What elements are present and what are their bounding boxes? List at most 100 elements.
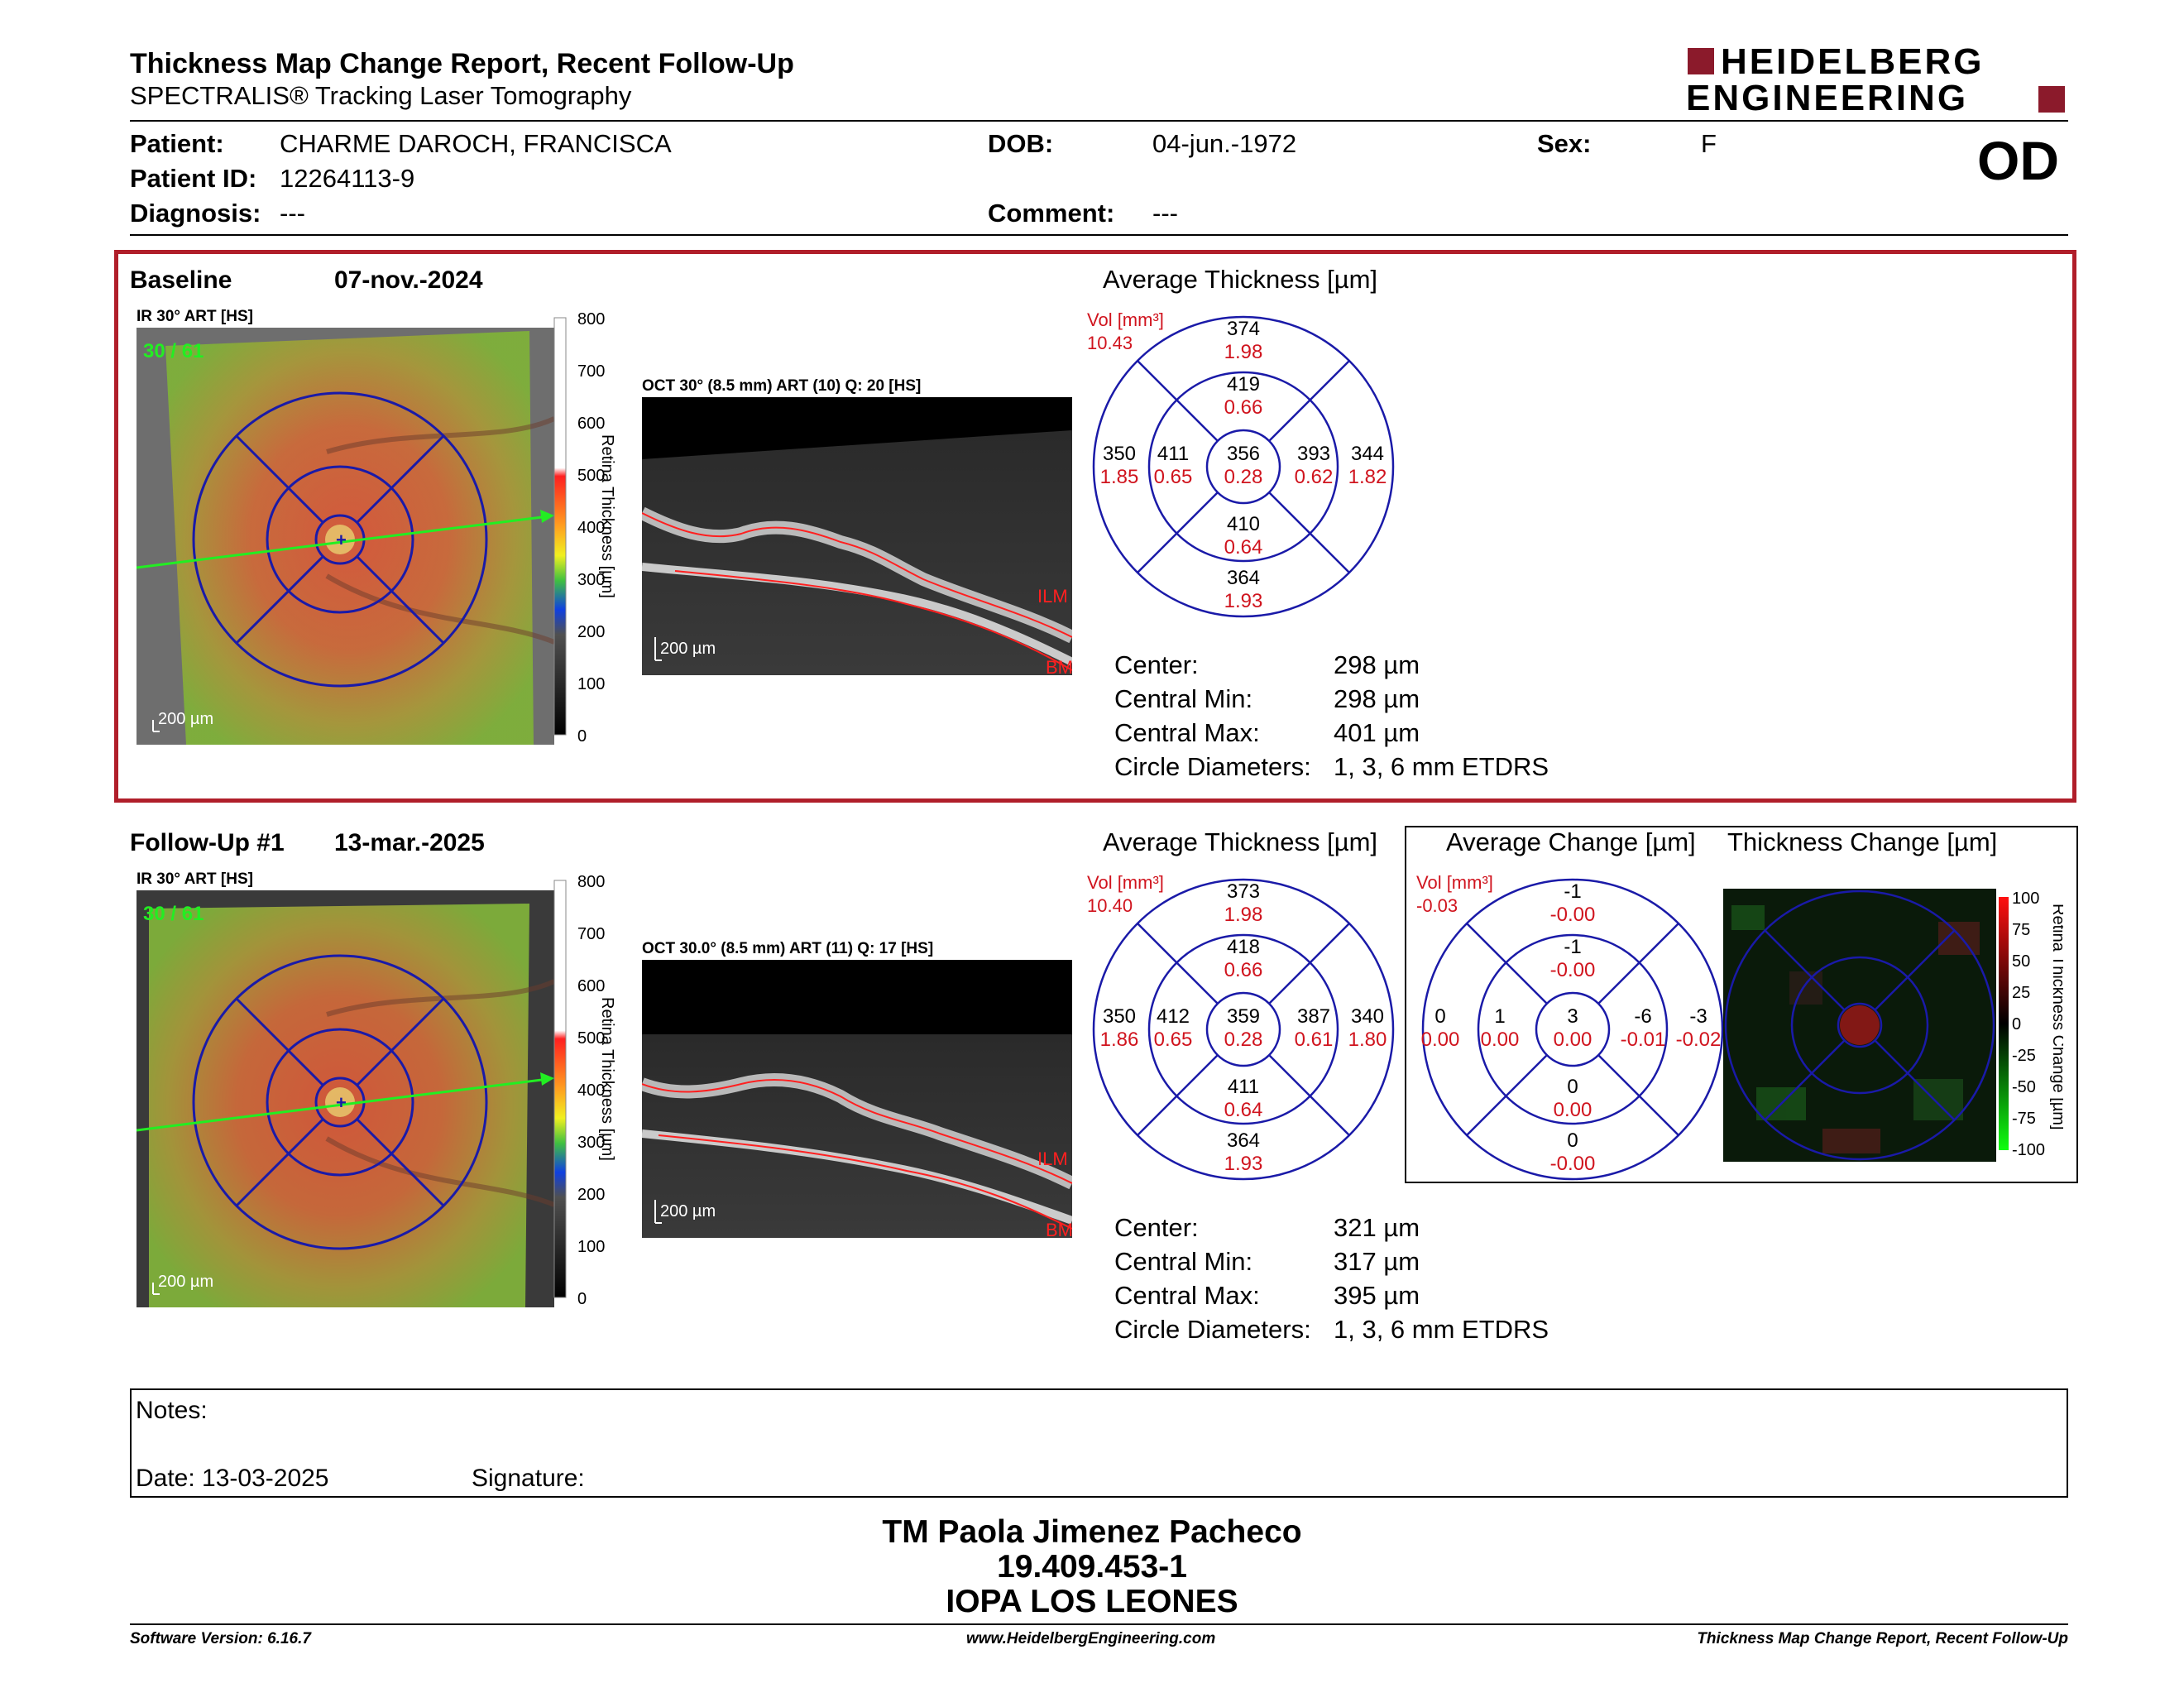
sector-change: 3 [1567, 1005, 1578, 1028]
baseline-label: Baseline [130, 266, 232, 294]
change-tick: -25 [2012, 1047, 2036, 1065]
baseline-avg-title: Average Thickness [µm] [1103, 265, 1378, 294]
scale-tick: 0 [577, 1290, 587, 1308]
sector-change: 0 [1567, 1129, 1578, 1152]
circle-diameters-value: 1, 3, 6 mm ETDRS [1334, 752, 1549, 781]
footer-url[interactable]: www.HeidelbergEngineering.com [966, 1630, 1216, 1647]
followup-ilm-marker: ILM [1037, 1149, 1068, 1169]
scale-tick: 0 [577, 727, 587, 746]
change-map-title: Thickness Change [µm] [1727, 827, 1998, 856]
scale-tick: 800 [577, 873, 605, 891]
sector-value: 373 [1227, 880, 1260, 903]
baseline-fundus-map: + 30 / 61 200 µm [136, 328, 554, 745]
dob-label: DOB: [988, 129, 1054, 158]
sector-volume: 1.98 [1224, 904, 1263, 926]
change-tick: -100 [2012, 1141, 2045, 1159]
eye-badge: OD [1977, 130, 2059, 191]
signoff-name: TM Paola Jimenez Pacheco [882, 1514, 1302, 1550]
sector-change: 0 [1434, 1005, 1445, 1028]
baseline-ilm-marker: ILM [1037, 586, 1068, 607]
sector-value: 419 [1227, 373, 1260, 396]
sector-volume: 1.82 [1348, 466, 1387, 488]
followup-date: 13-mar.-2025 [334, 829, 485, 856]
baseline-date: 07-nov.-2024 [334, 266, 483, 294]
sector-value: 356 [1227, 443, 1260, 465]
software-version: Software Version: 6.16.7 [130, 1630, 311, 1647]
sector-value: 410 [1227, 513, 1260, 535]
baseline-thickness-scale: 800 700 600 500 400 300 200 100 0 Retina… [553, 310, 616, 746]
report-title: Thickness Map Change Report, Recent Foll… [130, 48, 794, 79]
sector-volume: 0.65 [1154, 1029, 1193, 1051]
sector-volume: 0.64 [1224, 536, 1263, 559]
report-subtitle: SPECTRALIS® Tracking Laser Tomography [130, 81, 632, 110]
baseline-panel [114, 250, 2076, 803]
sector-volume: 0.65 [1154, 466, 1193, 488]
signoff-org: IOPA LOS LEONES [946, 1584, 1238, 1619]
sector-change: -1 [1564, 880, 1581, 903]
sector-volume: 1.98 [1224, 341, 1263, 363]
logo-line-2: ENGINEERING [1686, 78, 1969, 118]
scale-tick: 700 [577, 362, 605, 381]
change-scale-label: Retina Thickness Change [µm] [2049, 904, 2063, 1130]
central-min-label: Central Min: [1114, 1247, 1253, 1276]
followup-vol-label: Vol [mm³] [1087, 872, 1164, 893]
sector-value: 393 [1297, 443, 1330, 465]
circle-diameters-value: 1, 3, 6 mm ETDRS [1334, 1315, 1549, 1344]
baseline-etdrs-grid: 374 1.98 419 0.66 350 1.85 411 0.65 356 … [1087, 309, 1395, 618]
center-label: Center: [1114, 1213, 1199, 1242]
signature-label: Signature: [472, 1465, 585, 1492]
sector-change: 0 [1567, 1076, 1578, 1098]
sector-value: 411 [1157, 443, 1189, 465]
baseline-ir-scale: 200 µm [158, 710, 213, 728]
circle-diameters-label: Circle Diameters: [1114, 752, 1311, 781]
sector-volume-change: 0.00 [1481, 1029, 1520, 1051]
diagnosis-label: Diagnosis: [130, 199, 261, 228]
central-min-value: 317 µm [1334, 1247, 1420, 1276]
sector-value: 350 [1103, 1005, 1136, 1028]
change-color-scale: 100 75 50 25 0 -25 -50 -75 -100 Retina T… [1999, 890, 2063, 1159]
sector-volume-change: 0.00 [1554, 1099, 1592, 1121]
followup-etdrs-grid: 373 1.98 418 0.66 350 1.86 412 0.65 359 … [1087, 872, 1395, 1181]
central-max-value: 395 µm [1334, 1281, 1420, 1310]
baseline-oct-label: OCT 30° (8.5 mm) ART (10) Q: 20 [HS] [642, 377, 922, 395]
sector-volume-change: 0.00 [1421, 1029, 1460, 1051]
scale-tick: 600 [577, 977, 605, 995]
followup-vol: 10.40 [1087, 895, 1133, 916]
scale-tick: 800 [577, 310, 605, 328]
logo-line-1: HEIDELBERG [1721, 41, 1985, 82]
followup-thickness-scale: 800 700 600 500 400 300 200 100 0 Retina… [553, 873, 616, 1308]
central-max-label: Central Max: [1114, 718, 1260, 747]
followup-fundus-map: + 30 / 61 200 µm [136, 890, 554, 1307]
sector-change: 1 [1494, 1005, 1505, 1028]
followup-oct-scale: 200 µm [660, 1202, 716, 1220]
scale-tick: 300 [577, 1134, 605, 1152]
scale-tick: 500 [577, 467, 605, 485]
sector-volume: 0.28 [1224, 1029, 1263, 1051]
change-vol: -0.03 [1416, 895, 1458, 916]
thickness-scale-label: Retina Thickness [µm] [598, 434, 616, 598]
heidelberg-logo: HEIDELBERG ENGINEERING [1684, 41, 2068, 118]
sector-value: 344 [1351, 443, 1384, 465]
change-vol-label: Vol [mm³] [1416, 872, 1493, 893]
sector-change: -6 [1634, 1005, 1651, 1028]
sex-label: Sex: [1537, 129, 1592, 158]
sector-volume: 1.93 [1224, 1153, 1263, 1175]
followup-ir-label: IR 30° ART [HS] [136, 870, 253, 888]
patient-label: Patient: [130, 129, 224, 158]
sector-volume: 1.93 [1224, 590, 1263, 612]
central-min-label: Central Min: [1114, 684, 1253, 713]
scale-tick: 700 [577, 925, 605, 943]
baseline-ir-label: IR 30° ART [HS] [136, 308, 253, 325]
svg-text:+: + [336, 530, 347, 550]
center-value: 298 µm [1334, 650, 1420, 679]
sector-volume: 1.80 [1348, 1029, 1387, 1051]
footer-divider [130, 1623, 2068, 1625]
sector-volume: 0.62 [1295, 466, 1334, 488]
baseline-ir-count: 30 / 61 [143, 340, 204, 362]
logo-square-icon [1688, 48, 1714, 74]
change-panel [1405, 826, 2078, 1183]
sector-volume: 0.64 [1224, 1099, 1263, 1121]
change-tick: 50 [2012, 952, 2030, 971]
dob: 04-jun.-1972 [1152, 129, 1297, 158]
patient-divider [130, 234, 2068, 236]
